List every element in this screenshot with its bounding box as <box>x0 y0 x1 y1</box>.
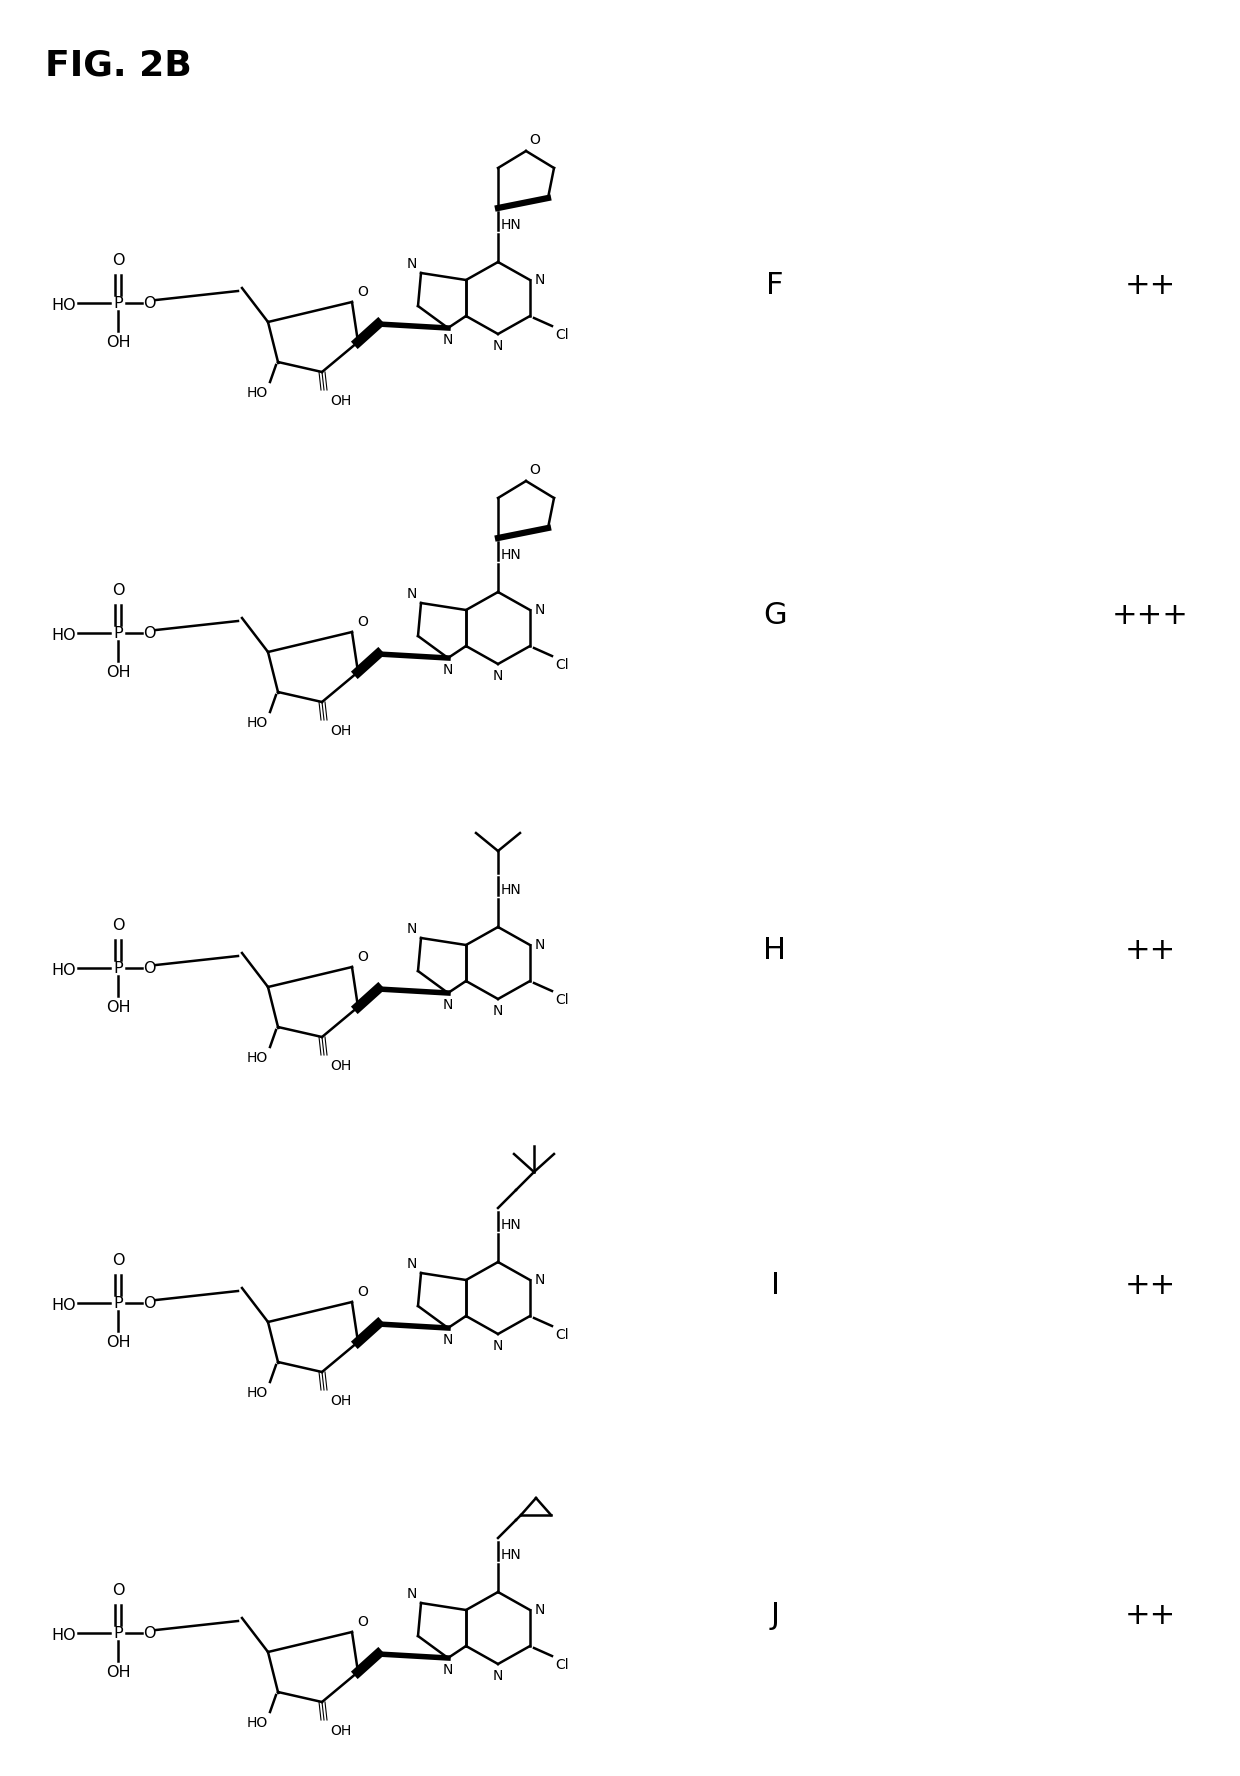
Text: N: N <box>407 258 417 272</box>
Text: N: N <box>443 1662 453 1677</box>
Text: N: N <box>534 1604 546 1616</box>
Text: O: O <box>112 583 124 599</box>
Text: HN: HN <box>501 1218 522 1233</box>
Text: ++: ++ <box>1125 1600 1176 1630</box>
Text: N: N <box>443 998 453 1012</box>
Text: P: P <box>113 625 123 641</box>
Text: OH: OH <box>330 725 351 739</box>
Text: P: P <box>113 1295 123 1311</box>
Text: O: O <box>112 1582 124 1598</box>
Text: N: N <box>492 1669 503 1684</box>
Text: HO: HO <box>51 963 76 977</box>
Text: Cl: Cl <box>556 1328 569 1343</box>
Text: HN: HN <box>501 549 522 561</box>
Text: O: O <box>143 295 155 311</box>
Text: O: O <box>112 252 124 268</box>
Text: O: O <box>529 464 539 478</box>
Text: ++: ++ <box>1125 270 1176 300</box>
Text: HO: HO <box>247 1051 268 1066</box>
Text: H: H <box>764 936 786 964</box>
Text: HO: HO <box>247 1716 268 1730</box>
Text: N: N <box>407 1588 417 1600</box>
Text: OH: OH <box>330 1394 351 1408</box>
Text: O: O <box>143 961 155 975</box>
Text: O: O <box>357 1614 368 1629</box>
Text: OH: OH <box>330 394 351 408</box>
Text: HO: HO <box>51 627 76 643</box>
Text: F: F <box>766 270 784 300</box>
Text: I: I <box>770 1270 780 1300</box>
Text: O: O <box>357 950 368 964</box>
Text: N: N <box>492 1003 503 1018</box>
Text: Cl: Cl <box>556 657 569 671</box>
Text: N: N <box>534 1273 546 1288</box>
Text: N: N <box>443 1334 453 1346</box>
Text: P: P <box>113 1625 123 1641</box>
Text: OH: OH <box>105 1666 130 1680</box>
Text: N: N <box>492 670 503 684</box>
Text: FIG. 2B: FIG. 2B <box>45 48 192 82</box>
Text: Cl: Cl <box>556 329 569 343</box>
Text: HO: HO <box>247 1385 268 1399</box>
Text: HO: HO <box>247 716 268 730</box>
Text: HO: HO <box>51 1627 76 1643</box>
Text: N: N <box>443 662 453 677</box>
Text: HO: HO <box>247 385 268 400</box>
Text: ++: ++ <box>1125 1270 1176 1300</box>
Text: OH: OH <box>105 336 130 350</box>
Text: HN: HN <box>501 218 522 233</box>
Text: N: N <box>492 339 503 353</box>
Text: P: P <box>113 295 123 311</box>
Text: OH: OH <box>330 1058 351 1073</box>
Text: N: N <box>407 922 417 936</box>
Text: HO: HO <box>51 1298 76 1312</box>
Text: HO: HO <box>51 298 76 313</box>
Text: G: G <box>763 600 787 629</box>
Text: O: O <box>143 1295 155 1311</box>
Text: O: O <box>357 284 368 298</box>
Text: O: O <box>143 625 155 641</box>
Text: N: N <box>443 334 453 346</box>
Text: OH: OH <box>105 1000 130 1016</box>
Text: HN: HN <box>501 1549 522 1563</box>
Text: O: O <box>529 133 539 147</box>
Text: J: J <box>770 1600 780 1630</box>
Text: HN: HN <box>501 883 522 897</box>
Text: OH: OH <box>105 1336 130 1350</box>
Text: N: N <box>407 1257 417 1272</box>
Text: OH: OH <box>330 1724 351 1739</box>
Text: N: N <box>534 604 546 616</box>
Text: N: N <box>492 1339 503 1353</box>
Text: +++: +++ <box>1111 600 1188 629</box>
Text: O: O <box>143 1625 155 1641</box>
Text: Cl: Cl <box>556 1659 569 1671</box>
Text: O: O <box>357 1286 368 1298</box>
Text: P: P <box>113 961 123 975</box>
Text: N: N <box>407 588 417 600</box>
Text: O: O <box>112 1254 124 1268</box>
Text: ++: ++ <box>1125 936 1176 964</box>
Text: N: N <box>534 274 546 288</box>
Text: OH: OH <box>105 664 130 680</box>
Text: N: N <box>534 938 546 952</box>
Text: Cl: Cl <box>556 993 569 1007</box>
Text: O: O <box>357 614 368 629</box>
Text: O: O <box>112 918 124 932</box>
